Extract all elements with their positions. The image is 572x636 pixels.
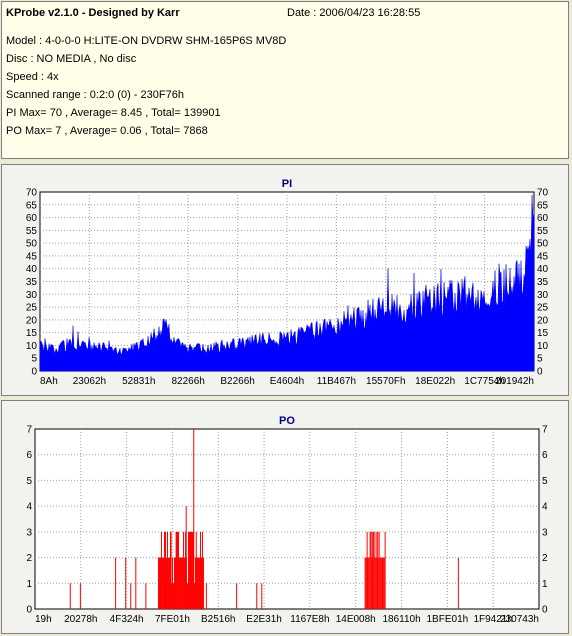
y-tick-label-left: 7	[26, 425, 32, 436]
y-tick-label-right: 3	[542, 527, 548, 538]
speed-line: Speed : 4x	[6, 71, 59, 83]
po-chart: PO 0 0 1 1 2 2 3 3 4 4 5 5 6 6 7 7 19h 20278h 4F324h 7FE01h B…	[26, 415, 548, 625]
y-tick-label-right: 60	[537, 213, 549, 224]
scan-date: Date : 2006/04/23 16:28:55	[287, 7, 421, 19]
y-tick-label-right: 55	[537, 226, 549, 237]
x-tick-label: E2E31h	[246, 614, 282, 625]
x-tick-label: 201942h	[495, 376, 534, 387]
x-tick-label: 82266h	[172, 376, 205, 387]
y-tick-label-left: 45	[26, 251, 38, 262]
y-tick-label-left: 60	[26, 213, 38, 224]
y-tick-label-left: 2	[26, 553, 32, 564]
pi-summary-line: PI Max= 70 , Average= 8.45 , Total= 1399…	[6, 107, 221, 119]
pi-series-area	[39, 194, 535, 372]
x-tick-label: 18E022h	[415, 376, 455, 387]
x-tick-label: 15570Fh	[366, 376, 405, 387]
y-tick-label-left: 25	[26, 303, 38, 314]
y-tick-label-left: 6	[26, 450, 32, 461]
y-tick-label-right: 35	[537, 277, 549, 288]
y-tick-label-left: 0	[31, 367, 37, 378]
x-tick-label: 52831h	[122, 376, 155, 387]
y-tick-label-left: 0	[26, 605, 32, 616]
y-tick-label-right: 0	[537, 367, 543, 378]
y-tick-label-left: 10	[26, 341, 38, 352]
y-tick-label-left: 55	[26, 226, 38, 237]
y-tick-label-left: 40	[26, 264, 38, 275]
y-tick-label-right: 6	[542, 450, 548, 461]
y-tick-label-right: 45	[537, 251, 549, 262]
y-tick-label-right: 40	[537, 264, 549, 275]
chart-title: PI	[282, 178, 292, 190]
disc-line: Disc : NO MEDIA , No disc	[6, 53, 137, 65]
x-tick-label: 1BFE01h	[427, 614, 469, 625]
x-tick-label: 1167E8h	[290, 614, 329, 625]
range-line: Scanned range : 0:2:0 (0) - 230F76h	[6, 89, 184, 101]
x-tick-label: 7FE01h	[155, 614, 190, 625]
model-line: Model : 4-0-0-0 H:LITE-ON DVDRW SHM-165P…	[6, 35, 287, 47]
x-tick-label: 186110h	[382, 614, 420, 625]
y-tick-label-left: 15	[26, 328, 38, 339]
x-tick-label: 23062h	[73, 376, 106, 387]
x-tick-label: 19h	[35, 614, 52, 625]
y-tick-label-right: 0	[542, 605, 548, 616]
x-tick-label: 20278h	[64, 614, 97, 625]
y-tick-label-left: 3	[26, 527, 32, 538]
x-tick-label: 4F324h	[110, 614, 144, 625]
y-tick-label-left: 50	[26, 239, 38, 250]
po-summary-line: PO Max= 7 , Average= 0.06 , Total= 7868	[6, 125, 208, 137]
y-tick-label-right: 15	[537, 328, 549, 339]
plot-area	[34, 428, 540, 610]
y-tick-label-right: 5	[537, 354, 543, 365]
info-panel: KProbe v2.1.0 - Designed by Karr Date : …	[1, 1, 569, 159]
y-tick-label-right: 2	[542, 553, 548, 564]
y-tick-label-left: 5	[26, 476, 32, 487]
y-tick-label-left: 30	[26, 290, 38, 301]
y-tick-label-right: 70	[537, 188, 549, 199]
x-tick-label: B2516h	[201, 614, 235, 625]
y-tick-label-left: 35	[26, 277, 38, 288]
y-tick-label-right: 50	[537, 239, 549, 250]
y-tick-label-left: 5	[31, 354, 37, 365]
x-tick-label: B2266h	[220, 376, 254, 387]
y-tick-label-right: 7	[542, 425, 548, 436]
pi-chart-panel: PI 0 0 5 5 10 10 15 15 20 20 25 25 30 30 35 35 40 40 45 45 50…	[1, 164, 569, 396]
y-tick-label-left: 1	[26, 579, 32, 590]
po-chart-panel: PO 0 0 1 1 2 2 3 3 4 4 5 5 6 6 7 7 19h 20278h 4F324h 7FE01h B…	[1, 400, 569, 634]
y-tick-label-left: 20	[26, 315, 38, 326]
y-tick-label-right: 4	[542, 502, 548, 513]
x-tick-label: 1C7754h	[464, 376, 505, 387]
y-tick-label-right: 5	[542, 476, 548, 487]
x-tick-label: 14E008h	[336, 614, 376, 625]
chart-title: PO	[279, 415, 295, 427]
app-title: KProbe v2.1.0 - Designed by Karr	[6, 7, 180, 19]
y-tick-label-right: 25	[537, 303, 549, 314]
y-tick-label-left: 65	[26, 200, 38, 211]
y-tick-label-right: 65	[537, 200, 549, 211]
x-tick-label: 11B467h	[317, 376, 356, 387]
y-tick-label-right: 20	[537, 315, 549, 326]
y-tick-label-right: 10	[537, 341, 549, 352]
x-tick-label: 230743h	[500, 614, 539, 625]
y-tick-label-right: 1	[542, 579, 548, 590]
x-tick-label: 8Ah	[40, 376, 58, 387]
x-tick-label: 1F9421h	[473, 614, 512, 625]
y-tick-label-left: 4	[26, 502, 32, 513]
x-tick-label: E4604h	[270, 376, 304, 387]
y-tick-label-left: 70	[26, 188, 38, 199]
y-tick-label-right: 30	[537, 290, 549, 301]
